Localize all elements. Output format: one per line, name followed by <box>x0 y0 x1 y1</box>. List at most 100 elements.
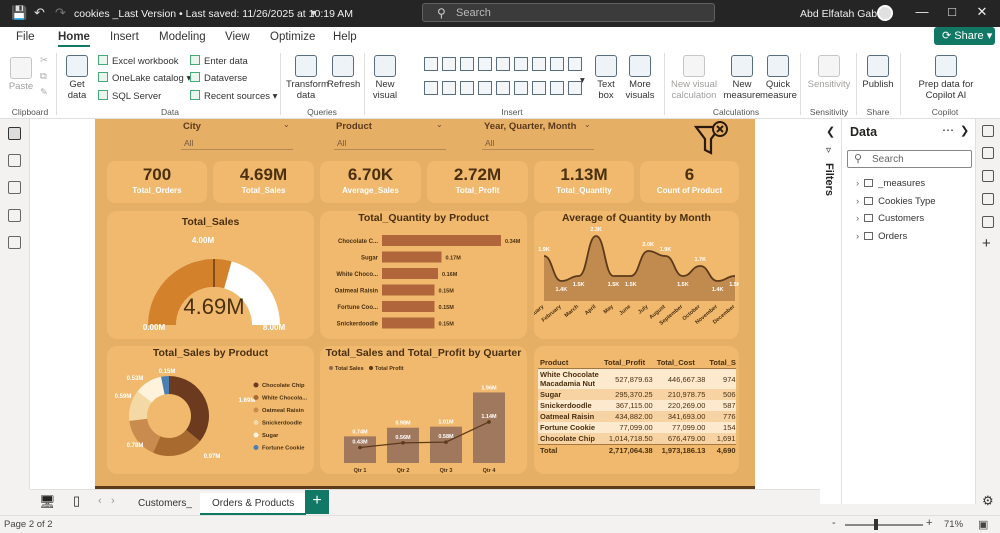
table-header[interactable]: Total_Profit <box>602 357 655 369</box>
paste-button[interactable]: Paste <box>8 57 34 92</box>
slicer-city[interactable]: All <box>181 137 293 150</box>
table-row[interactable]: White Chocolate Macadamia Nut 527,879.63 4… <box>538 368 736 389</box>
cut-icon[interactable]: ✂ <box>40 55 48 66</box>
zoom-thumb[interactable] <box>874 519 878 530</box>
gauge-card[interactable]: Total_Sales 4.69M 0.00M 8.00M 4.00M <box>107 211 314 339</box>
tab-file[interactable]: File <box>16 31 35 43</box>
sensitivity-button[interactable]: Sensitivity <box>806 55 852 90</box>
new-visual-button[interactable]: New visual <box>369 55 401 101</box>
area-chart-icon[interactable] <box>532 57 546 71</box>
share-button[interactable]: ⟳ Share ▾ <box>934 27 995 45</box>
format-painter-icon[interactable]: ✎ <box>40 87 48 98</box>
donut-chart-icon[interactable] <box>460 81 474 95</box>
format-pane-icon[interactable] <box>982 147 994 159</box>
map-icon[interactable] <box>496 81 510 95</box>
text-box-button[interactable]: Text box <box>592 55 620 101</box>
add-pane-icon[interactable]: + <box>982 235 991 252</box>
undo-icon[interactable]: ↶ <box>34 5 45 20</box>
chevron-down-icon[interactable]: ⌄ <box>283 120 290 129</box>
filters-pane-collapsed[interactable]: ❮ ▿ Filters <box>820 119 842 504</box>
search-box[interactable]: ⚲ Search <box>422 3 715 22</box>
redo-icon[interactable]: ↷ <box>55 5 66 20</box>
more-options-icon[interactable]: ⋯ <box>942 123 954 137</box>
slicer-date[interactable]: All <box>482 137 594 150</box>
desktop-layout-icon[interactable]: 🖥 <box>39 494 56 509</box>
slicer-product[interactable]: All <box>334 137 446 150</box>
avatar[interactable] <box>877 5 893 21</box>
table-visual-icon[interactable] <box>568 81 582 95</box>
zoom-in-button[interactable]: + <box>926 517 933 529</box>
document-title[interactable]: cookies _Last Version • Last saved: 11/2… <box>74 8 353 20</box>
tree-item-cookies-type[interactable]: › Cookies Type <box>856 196 936 207</box>
page-tab-customers[interactable]: Customers_ <box>138 498 192 509</box>
collapse-icon[interactable]: ❮ <box>826 126 836 138</box>
more-visuals-button[interactable]: More visuals <box>622 55 658 101</box>
close-icon[interactable]: ✕ <box>976 4 988 19</box>
clear-filter-icon[interactable] <box>694 120 730 158</box>
matrix-icon[interactable] <box>550 81 564 95</box>
sales-by-product-card[interactable]: Total_Sales by Product 1.69M Chocolate Ch… <box>107 346 314 474</box>
tab-modeling[interactable]: Modeling <box>159 31 206 43</box>
table-row[interactable]: Chocolate Chip 1,014,718.50 676,479.00 1,69… <box>538 433 736 445</box>
chevron-right-icon[interactable]: › <box>856 178 860 189</box>
clustered-bar-icon[interactable] <box>460 57 474 71</box>
sql-server-button[interactable]: SQL Server <box>98 90 161 102</box>
minimize-icon[interactable]: — <box>915 4 929 19</box>
kpi-total-quantity[interactable]: 1.13M Total_Quantity <box>534 161 634 203</box>
zoom-slider[interactable] <box>845 524 923 526</box>
tree-item-measures[interactable]: › _measures <box>856 178 926 189</box>
avg-qty-month-card[interactable]: Average of Quantity by Month 1.9K January… <box>534 211 739 339</box>
pie-chart-icon[interactable] <box>442 81 456 95</box>
table-header[interactable]: Total_Cost <box>654 357 708 369</box>
mobile-layout-icon[interactable]: ▯ <box>73 493 81 508</box>
page-tab-orders-products[interactable]: Orders & Products <box>200 493 307 515</box>
chevron-down-icon[interactable]: ⌄ <box>436 120 443 129</box>
chevron-right-icon[interactable]: › <box>856 231 860 242</box>
title-dropdown-icon[interactable]: ▼ <box>309 8 318 18</box>
expand-icon[interactable]: ❯ <box>960 125 970 137</box>
kpi-total-orders[interactable]: 700 Total_Orders <box>107 161 207 203</box>
fit-page-icon[interactable]: ▣ <box>978 519 989 531</box>
excel-workbook-button[interactable]: Excel workbook <box>98 55 179 67</box>
gallery-expand-icon[interactable]: ▾ <box>580 75 585 86</box>
tab-insert[interactable]: Insert <box>110 31 139 43</box>
stacked-bar-icon[interactable] <box>424 57 438 71</box>
get-data-button[interactable]: Get data <box>62 55 92 101</box>
kpi-total-profit[interactable]: 2.72M Total_Profit <box>427 161 528 203</box>
selection-icon[interactable] <box>982 216 994 228</box>
data-search-input[interactable]: ⚲ Search <box>847 150 972 168</box>
new-measure-button[interactable]: New measure <box>722 55 762 101</box>
report-view-icon[interactable] <box>8 127 21 140</box>
quick-measure-button[interactable]: Quick measure <box>760 55 797 101</box>
scroll-right-icon[interactable]: › <box>111 495 115 507</box>
settings-icon[interactable]: ⚙ <box>982 493 994 508</box>
table-header[interactable]: Total_Sal <box>707 357 736 369</box>
column-chart-icon[interactable] <box>442 57 456 71</box>
tab-view[interactable]: View <box>225 31 250 43</box>
line-chart-icon[interactable] <box>514 57 528 71</box>
add-page-button[interactable]: + <box>305 490 329 514</box>
new-visual-calculation-button[interactable]: New visual calculation <box>668 55 720 101</box>
data-pane-icon[interactable] <box>982 125 994 137</box>
gauge-icon[interactable] <box>514 81 528 95</box>
dataverse-button[interactable]: Dataverse <box>190 72 247 84</box>
scroll-left-icon[interactable]: ‹ <box>98 495 102 507</box>
table-header[interactable]: Product <box>538 357 602 369</box>
dax-query-icon[interactable] <box>8 209 21 222</box>
line-column-icon[interactable] <box>550 57 564 71</box>
tab-optimize[interactable]: Optimize <box>270 31 316 43</box>
qty-by-product-card[interactable]: Total_Quantity by Product Chocolate C...… <box>320 211 527 339</box>
quarter-card[interactable]: Total_Sales and Total_Profit by Quarter … <box>320 346 527 474</box>
kpi-count-product[interactable]: 6 Count of Product <box>640 161 739 203</box>
recent-sources-button[interactable]: Recent sources ▾ <box>190 90 277 102</box>
table-view-icon[interactable] <box>8 154 21 167</box>
copy-icon[interactable]: ⧉ <box>40 71 47 82</box>
ribbon-chart-icon[interactable] <box>568 57 582 71</box>
tree-item-orders[interactable]: › Orders <box>856 231 908 242</box>
tab-help[interactable]: Help <box>333 31 357 43</box>
onelake-catalog-button[interactable]: OneLake catalog ▾ <box>98 72 191 84</box>
